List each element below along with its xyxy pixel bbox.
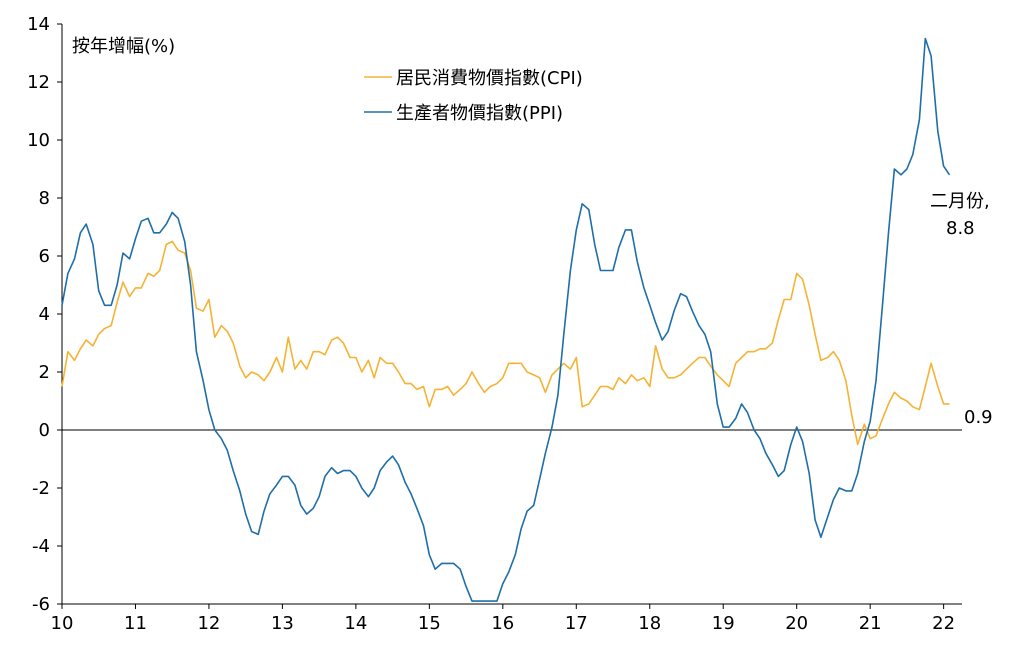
cpi-line bbox=[61, 240, 950, 446]
x-tick-label: 17 bbox=[565, 613, 588, 634]
x-tick-label: 19 bbox=[712, 613, 735, 634]
legend-label-cpi: 居民消費物價指數(CPI) bbox=[396, 68, 583, 89]
x-tick-label: 12 bbox=[197, 613, 220, 634]
ppi-end-label-1: 二月份, bbox=[930, 191, 990, 212]
y-tick-label: 4 bbox=[39, 304, 50, 325]
x-tick-label: 15 bbox=[418, 613, 441, 634]
ppi-end-label-2: 8.8 bbox=[946, 218, 975, 239]
legend: 居民消費物價指數(CPI) 生產者物價指數(PPI) bbox=[364, 68, 583, 124]
y-tick-label: -2 bbox=[32, 478, 50, 499]
series-layer bbox=[61, 37, 951, 602]
x-tick-label: 13 bbox=[271, 613, 294, 634]
y-tick-label: 8 bbox=[39, 188, 50, 209]
x-tick-label: 14 bbox=[344, 613, 367, 634]
x-tick-label: 20 bbox=[785, 613, 808, 634]
cpi-end-label: 0.9 bbox=[964, 407, 993, 428]
x-tick-label: 10 bbox=[51, 613, 74, 634]
y-tick-label: -6 bbox=[32, 594, 50, 615]
y-tick-label: 2 bbox=[39, 362, 50, 383]
x-tick-label: 11 bbox=[124, 613, 147, 634]
y-tick-label: 6 bbox=[39, 246, 50, 267]
x-tick-label: 21 bbox=[859, 613, 882, 634]
y-tick-label: 10 bbox=[27, 130, 50, 151]
y-tick-label: 14 bbox=[27, 14, 50, 35]
y-tick-label: 12 bbox=[27, 72, 50, 93]
legend-label-ppi: 生產者物價指數(PPI) bbox=[396, 103, 563, 124]
x-tick-label: 16 bbox=[491, 613, 514, 634]
y-axis-label: 按年增幅(%) bbox=[72, 36, 175, 57]
ppi-line bbox=[61, 37, 951, 602]
x-tick-label: 22 bbox=[932, 613, 955, 634]
axes: -6 -4 -2 0 2 4 6 8 10 12 14 10 11 12 13 14 15 16 17 18 19 20 2… bbox=[27, 14, 962, 634]
y-tick-label: 0 bbox=[39, 420, 50, 441]
x-tick-label: 18 bbox=[638, 613, 661, 634]
y-tick-label: -4 bbox=[32, 536, 50, 557]
